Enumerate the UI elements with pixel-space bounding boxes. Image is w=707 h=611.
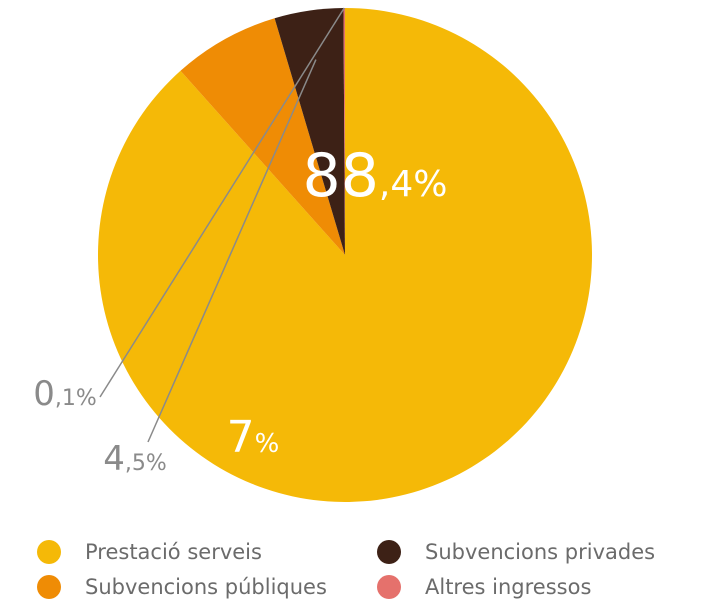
legend-item-altres-ingressos: Altres ingressos xyxy=(377,572,591,602)
legend-item-subvencions-privades: Subvencions privades xyxy=(377,537,655,567)
leader-line xyxy=(147,59,317,443)
slice-label-prestacio-serveis: 88,4% xyxy=(303,141,448,211)
legend-item-subvencions-publiques: Subvencions públiques xyxy=(37,572,327,602)
pie-slices xyxy=(97,8,592,503)
legend-dot-icon xyxy=(377,540,401,564)
legend-dot-icon xyxy=(37,540,61,564)
legend-item-prestacio-serveis: Prestació serveis xyxy=(37,537,262,567)
slice-labels: 88,4% 7% 4,5%0,1% xyxy=(33,141,447,479)
legend-label: Altres ingressos xyxy=(425,575,592,599)
legend-label: Subvencions privades xyxy=(425,540,656,564)
slice-label-subvencions-privades: 4,5% xyxy=(103,439,167,479)
legend-dot-icon xyxy=(377,575,401,599)
legend-label: Prestació serveis xyxy=(85,540,262,564)
slice-label-altres-ingressos: 0,1% xyxy=(33,374,97,414)
leader-line xyxy=(99,7,345,398)
pie-slice-altres-ingressos xyxy=(343,8,345,255)
pie-slice-prestaci-serveis xyxy=(97,8,592,503)
slice-label-subvencions-publiques: 7% xyxy=(227,412,280,463)
leader-lines xyxy=(99,7,345,443)
legend-dot-icon xyxy=(37,575,61,599)
legend-label: Subvencions públiques xyxy=(85,575,327,599)
pie-slice-subvencions-privades xyxy=(274,8,345,255)
